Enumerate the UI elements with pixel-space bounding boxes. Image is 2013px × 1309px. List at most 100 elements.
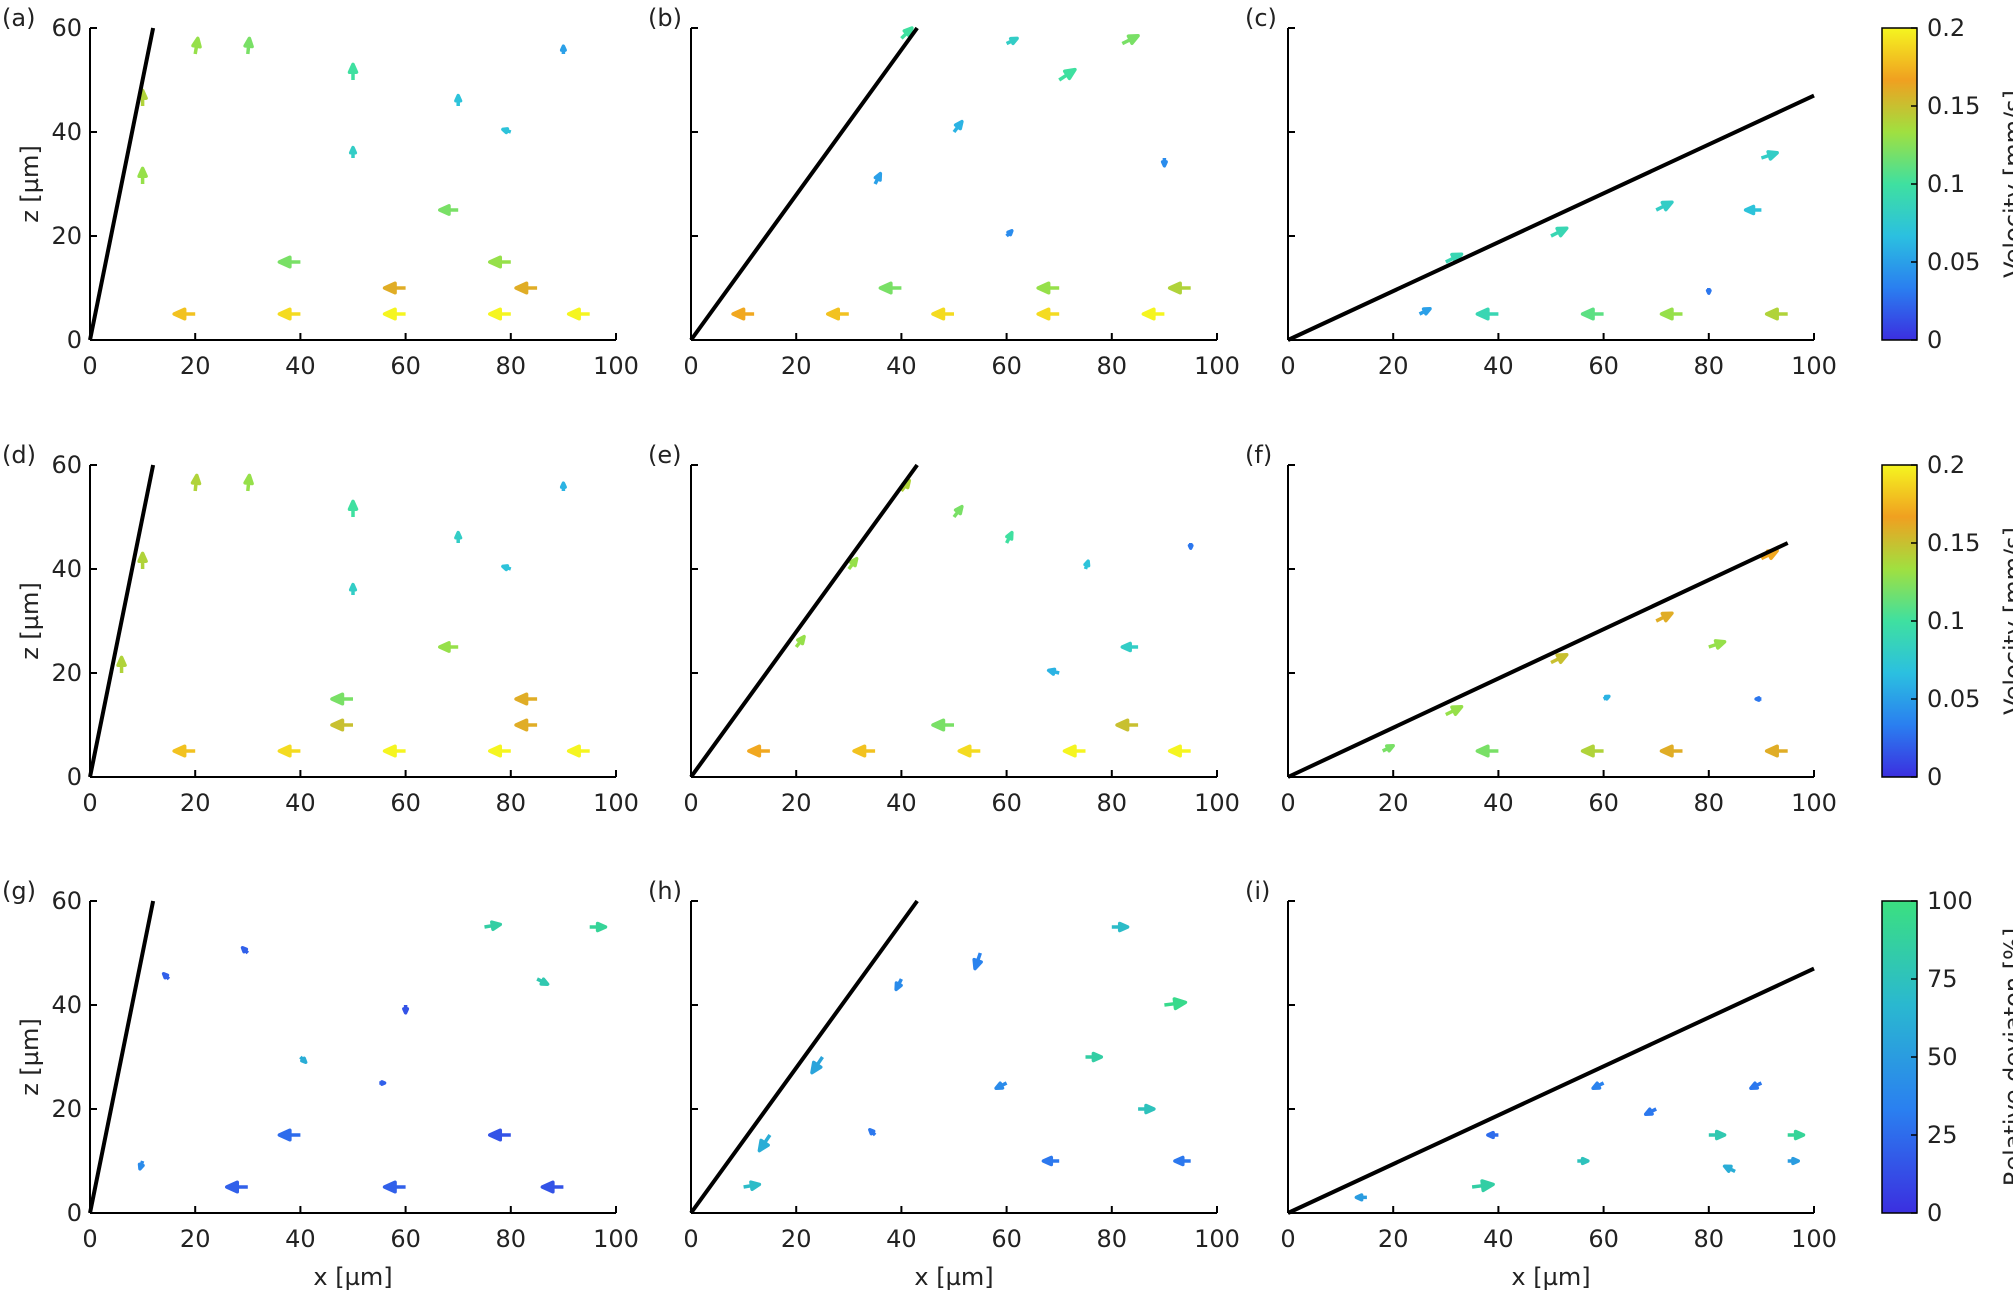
arrow (277, 307, 301, 321)
colorbar-tick-label: 0 (1927, 763, 1942, 791)
panel-label: (b) (648, 4, 682, 32)
arrow (1764, 744, 1788, 758)
x-tick-label: 60 (1588, 789, 1619, 817)
y-tick-label: 20 (51, 1095, 82, 1123)
x-tick-label: 80 (1097, 1225, 1128, 1253)
x-tick-label: 80 (496, 352, 527, 380)
x-tick-label: 0 (1280, 789, 1295, 817)
x-tick-label: 100 (1791, 1225, 1837, 1253)
x-tick-label: 0 (683, 1225, 698, 1253)
x-tick-label: 60 (1588, 352, 1619, 380)
arrow (1475, 307, 1499, 321)
arrow (382, 1180, 406, 1194)
x-tick-label: 100 (593, 352, 639, 380)
arrow (277, 744, 301, 758)
y-tick-label: 0 (67, 763, 82, 791)
x-axis-label: x [µm] (313, 1263, 392, 1291)
arrow (1062, 744, 1086, 758)
x-axis-label: x [µm] (1511, 1263, 1590, 1291)
arrow (847, 556, 859, 571)
arrow (454, 530, 463, 543)
x-tick-label: 20 (781, 352, 812, 380)
arrow (1643, 1107, 1657, 1116)
y-tick-label: 40 (51, 555, 82, 583)
arrow (277, 1128, 301, 1142)
arrow (172, 307, 196, 321)
arrow (894, 978, 903, 992)
arrow (1121, 34, 1140, 46)
colorbar-title: Velocity [mm/s] (1999, 527, 2013, 715)
x-tick-label: 0 (82, 789, 97, 817)
arrow (402, 1005, 410, 1015)
colorbar-tick-label: 0.05 (1927, 248, 1980, 276)
x-tick-label: 80 (1097, 789, 1128, 817)
arrow (852, 744, 876, 758)
colorbar-tick-label: 0.15 (1927, 92, 1980, 120)
arrow (1550, 226, 1569, 238)
arrow (1471, 1179, 1495, 1193)
x-tick-label: 100 (1791, 789, 1837, 817)
arrow (514, 718, 538, 732)
arrow (1445, 252, 1464, 264)
x-tick-label: 0 (82, 352, 97, 380)
x-tick-label: 80 (1694, 789, 1725, 817)
y-tick-label: 0 (67, 326, 82, 354)
colorbar-title: Velocity [mm/s] (1999, 90, 2013, 278)
wall-line (1287, 541, 1789, 779)
arrow (1141, 307, 1165, 321)
y-axis-label: z [µm] (16, 145, 44, 223)
arrow (1111, 921, 1130, 933)
arrow (559, 481, 567, 491)
arrow (1167, 281, 1191, 295)
colorbar-tick-label: 100 (1927, 887, 1973, 915)
arrow (454, 93, 463, 106)
x-tick-label: 100 (1194, 352, 1240, 380)
panel-label: (d) (2, 441, 36, 469)
arrow (1550, 653, 1569, 665)
x-tick-label: 40 (886, 789, 917, 817)
arrow (1164, 997, 1188, 1011)
x-tick-label: 60 (991, 1225, 1022, 1253)
y-tick-label: 60 (51, 14, 82, 42)
arrow (116, 655, 127, 673)
x-tick-label: 100 (593, 1225, 639, 1253)
x-tick-label: 60 (390, 1225, 421, 1253)
x-tick-label: 0 (1280, 352, 1295, 380)
x-tick-label: 40 (886, 1225, 917, 1253)
colorbar-tick-label: 0.2 (1927, 451, 1965, 479)
arrow (225, 1180, 248, 1194)
arrow (810, 1056, 824, 1075)
arrow (1787, 1129, 1806, 1141)
colorbar-tick-label: 0.2 (1927, 14, 1965, 42)
y-tick-label: 40 (51, 118, 82, 146)
arrow (1138, 1103, 1156, 1115)
arrow (1577, 1156, 1590, 1166)
arrow (1058, 67, 1077, 82)
x-tick-label: 20 (1378, 1225, 1409, 1253)
x-tick-label: 20 (180, 352, 211, 380)
arrow (484, 920, 503, 931)
x-tick-label: 0 (683, 789, 698, 817)
x-tick-label: 0 (1280, 1225, 1295, 1253)
arrow (1085, 1051, 1104, 1063)
arrow (488, 1128, 511, 1142)
arrow (347, 62, 359, 80)
arrow (1602, 694, 1611, 701)
arrow (1764, 307, 1788, 321)
arrow (137, 1160, 145, 1171)
arrow (1418, 307, 1432, 316)
arrow (347, 499, 359, 517)
x-tick-label: 0 (683, 352, 698, 380)
arrow (190, 473, 202, 492)
arrow (137, 551, 148, 569)
x-tick-label: 80 (1694, 1225, 1725, 1253)
arrow (1036, 307, 1060, 321)
arrow (514, 692, 538, 706)
arrow (1173, 1155, 1191, 1167)
arrow (1005, 530, 1014, 544)
arrow (299, 1055, 308, 1064)
arrow (1445, 705, 1464, 717)
arrow (1705, 288, 1712, 295)
panel-label: (a) (2, 4, 35, 32)
